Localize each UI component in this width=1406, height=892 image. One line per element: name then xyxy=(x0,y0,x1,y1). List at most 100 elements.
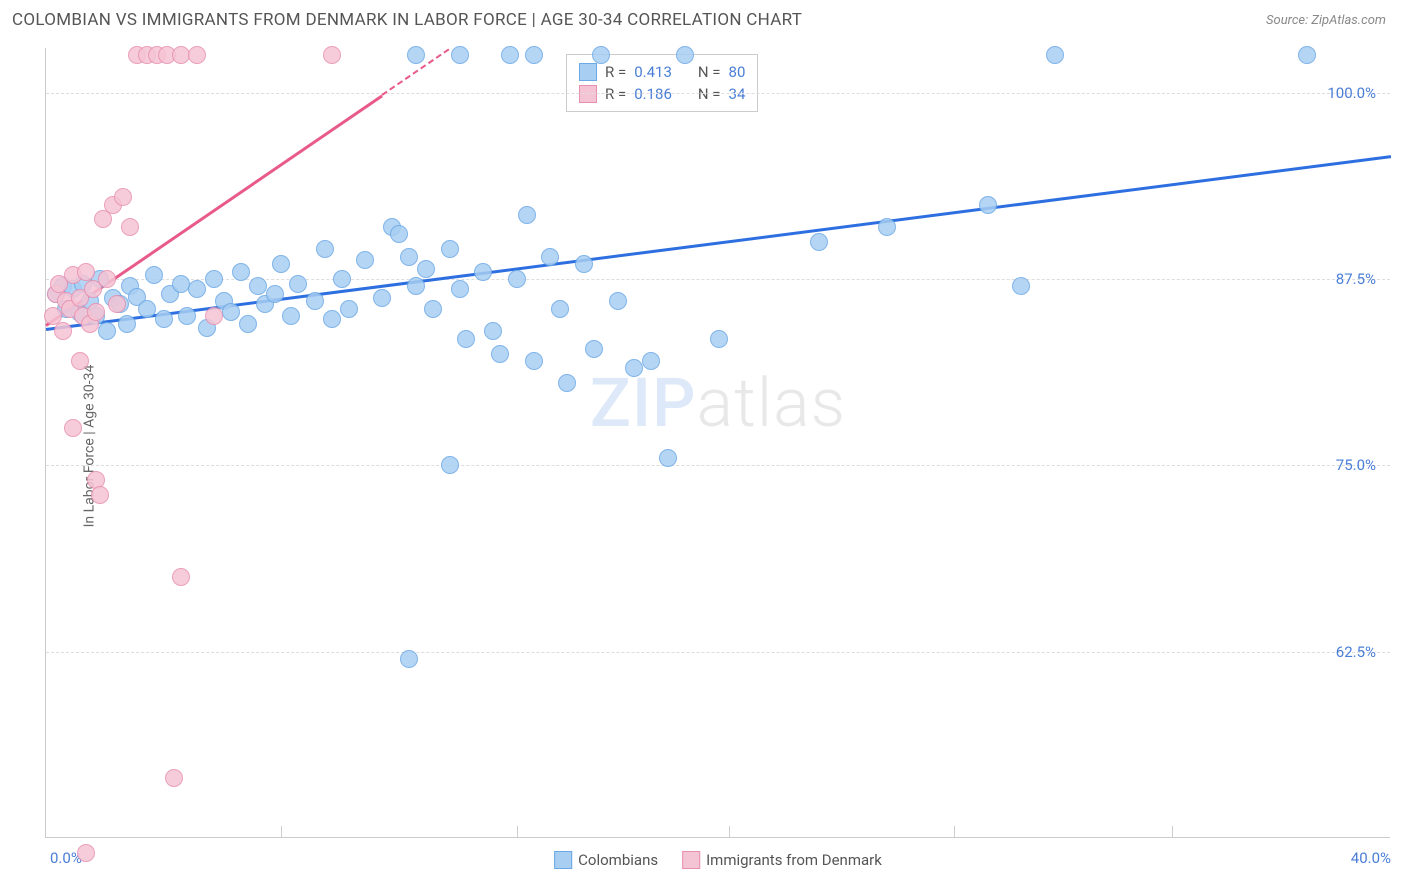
data-point xyxy=(407,277,425,295)
data-point xyxy=(178,307,196,325)
data-point xyxy=(441,456,459,474)
data-point xyxy=(138,300,156,318)
data-point xyxy=(272,255,290,273)
data-point xyxy=(232,263,250,281)
data-point xyxy=(145,266,163,284)
legend-stats-row: R = 0.413 N = 80 xyxy=(579,61,745,83)
data-point xyxy=(491,345,509,363)
data-point xyxy=(501,46,519,64)
data-point xyxy=(585,340,603,358)
data-point xyxy=(609,292,627,310)
bottom-legend: Colombians Immigrants from Denmark xyxy=(554,851,882,869)
y-tick-label: 100.0% xyxy=(1327,84,1376,102)
data-point xyxy=(356,251,374,269)
x-tick-mark xyxy=(954,826,955,838)
data-point xyxy=(333,270,351,288)
data-point xyxy=(239,315,257,333)
legend-stats-row: R = 0.186 N = 34 xyxy=(579,83,745,105)
data-point xyxy=(77,844,95,862)
data-point xyxy=(400,650,418,668)
data-point xyxy=(676,46,694,64)
chart-source: Source: ZipAtlas.com xyxy=(1266,13,1386,28)
stat-r-label: R = xyxy=(605,85,626,103)
data-point xyxy=(91,486,109,504)
data-point xyxy=(592,46,610,64)
data-point xyxy=(575,255,593,273)
data-point xyxy=(155,310,173,328)
data-point xyxy=(188,280,206,298)
watermark-part2: atlas xyxy=(697,363,847,443)
legend-swatch xyxy=(579,63,597,81)
data-point xyxy=(289,275,307,293)
data-point xyxy=(1298,46,1316,64)
stat-n-label: N = xyxy=(698,63,721,81)
data-point xyxy=(525,352,543,370)
data-point xyxy=(417,260,435,278)
data-point xyxy=(205,307,223,325)
x-tick-mark xyxy=(1172,826,1173,838)
data-point xyxy=(451,280,469,298)
legend-swatch xyxy=(579,85,597,103)
legend-swatch xyxy=(682,851,700,869)
data-point xyxy=(400,248,418,266)
x-tick-mark xyxy=(729,826,730,838)
x-tick-mark xyxy=(281,826,282,838)
data-point xyxy=(340,300,358,318)
chart-plot-area: ZIPatlas R =0.413N =80R =0.186N =34 Colo… xyxy=(45,48,1390,838)
data-point xyxy=(172,275,190,293)
watermark-part1: ZIP xyxy=(590,363,697,443)
data-point xyxy=(306,292,324,310)
data-point xyxy=(659,449,677,467)
data-point xyxy=(1012,277,1030,295)
data-point xyxy=(878,218,896,236)
data-point xyxy=(558,374,576,392)
x-tick-mark xyxy=(517,826,518,838)
data-point xyxy=(541,248,559,266)
data-point xyxy=(64,419,82,437)
data-point xyxy=(525,46,543,64)
data-point xyxy=(98,270,116,288)
data-point xyxy=(266,285,284,303)
data-point xyxy=(121,218,139,236)
data-point xyxy=(316,240,334,258)
legend-swatch xyxy=(554,851,572,869)
stat-n-label: N = xyxy=(698,85,721,103)
grid-line-h xyxy=(46,93,1390,94)
stat-n-value: 80 xyxy=(729,63,746,81)
data-point xyxy=(222,303,240,321)
bottom-legend-label: Immigrants from Denmark xyxy=(706,851,882,869)
data-point xyxy=(94,210,112,228)
data-point xyxy=(249,277,267,295)
data-point xyxy=(390,225,408,243)
trend-line xyxy=(46,155,1391,331)
bottom-legend-item: Colombians xyxy=(554,851,658,869)
stat-n-value: 34 xyxy=(729,85,746,103)
data-point xyxy=(323,46,341,64)
stat-r-value: 0.413 xyxy=(634,63,672,81)
data-point xyxy=(98,322,116,340)
data-point xyxy=(518,206,536,224)
data-point xyxy=(484,322,502,340)
stat-r-label: R = xyxy=(605,63,626,81)
data-point xyxy=(54,322,72,340)
data-point xyxy=(118,315,136,333)
grid-line-h xyxy=(46,465,1390,466)
data-point xyxy=(373,289,391,307)
data-point xyxy=(407,46,425,64)
x-tick-label: 40.0% xyxy=(1351,849,1391,867)
grid-line-h xyxy=(46,279,1390,280)
bottom-legend-item: Immigrants from Denmark xyxy=(682,851,882,869)
data-point xyxy=(108,295,126,313)
data-point xyxy=(165,769,183,787)
data-point xyxy=(1046,46,1064,64)
grid-line-h xyxy=(46,652,1390,653)
data-point xyxy=(979,196,997,214)
data-point xyxy=(424,300,442,318)
data-point xyxy=(451,46,469,64)
data-point xyxy=(710,330,728,348)
data-point xyxy=(77,263,95,281)
data-point xyxy=(642,352,660,370)
data-point xyxy=(114,188,132,206)
data-point xyxy=(71,352,89,370)
stat-r-value: 0.186 xyxy=(634,85,672,103)
